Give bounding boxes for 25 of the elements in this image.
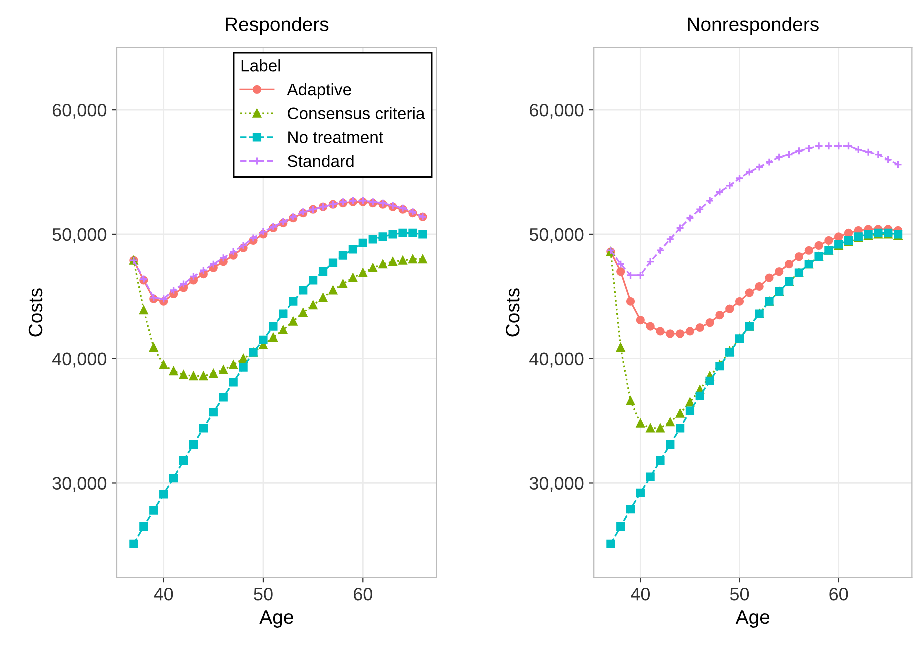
x-tick-label: 50	[730, 588, 750, 601]
x-axis-title: Age	[736, 610, 770, 628]
y-tick-label: 40,000	[530, 352, 584, 368]
x-tick-label: 60	[354, 588, 372, 601]
chart-title: Responders	[226, 17, 329, 36]
x-tick-label: 60	[830, 588, 848, 601]
x-tick-label: 50	[254, 588, 273, 601]
legend-label: Consensus criteria	[288, 107, 426, 120]
y-axis-title: Costs	[506, 288, 520, 337]
x-tick-label: 40	[631, 588, 650, 601]
y-tick-label: 40,000	[52, 352, 107, 368]
x-tick-label: 40	[154, 588, 174, 601]
y-axis-title: Costs	[28, 288, 43, 337]
y-tick-label: 50,000	[530, 228, 584, 244]
legend-label: No treatment	[288, 132, 384, 144]
y-tick-label: 30,000	[530, 477, 584, 492]
legend-label: Adaptive	[287, 83, 352, 99]
x-axis-title: Age	[260, 610, 294, 628]
legend-label: Standard	[288, 155, 354, 168]
y-tick-label: 50,000	[52, 228, 107, 244]
y-tick-label: 30,000	[52, 477, 107, 492]
chart-title: Nonresponders	[688, 17, 819, 36]
y-tick-label: 60,000	[530, 104, 584, 119]
y-tick-label: 60,000	[52, 104, 107, 119]
legend-title: Label	[242, 60, 280, 72]
